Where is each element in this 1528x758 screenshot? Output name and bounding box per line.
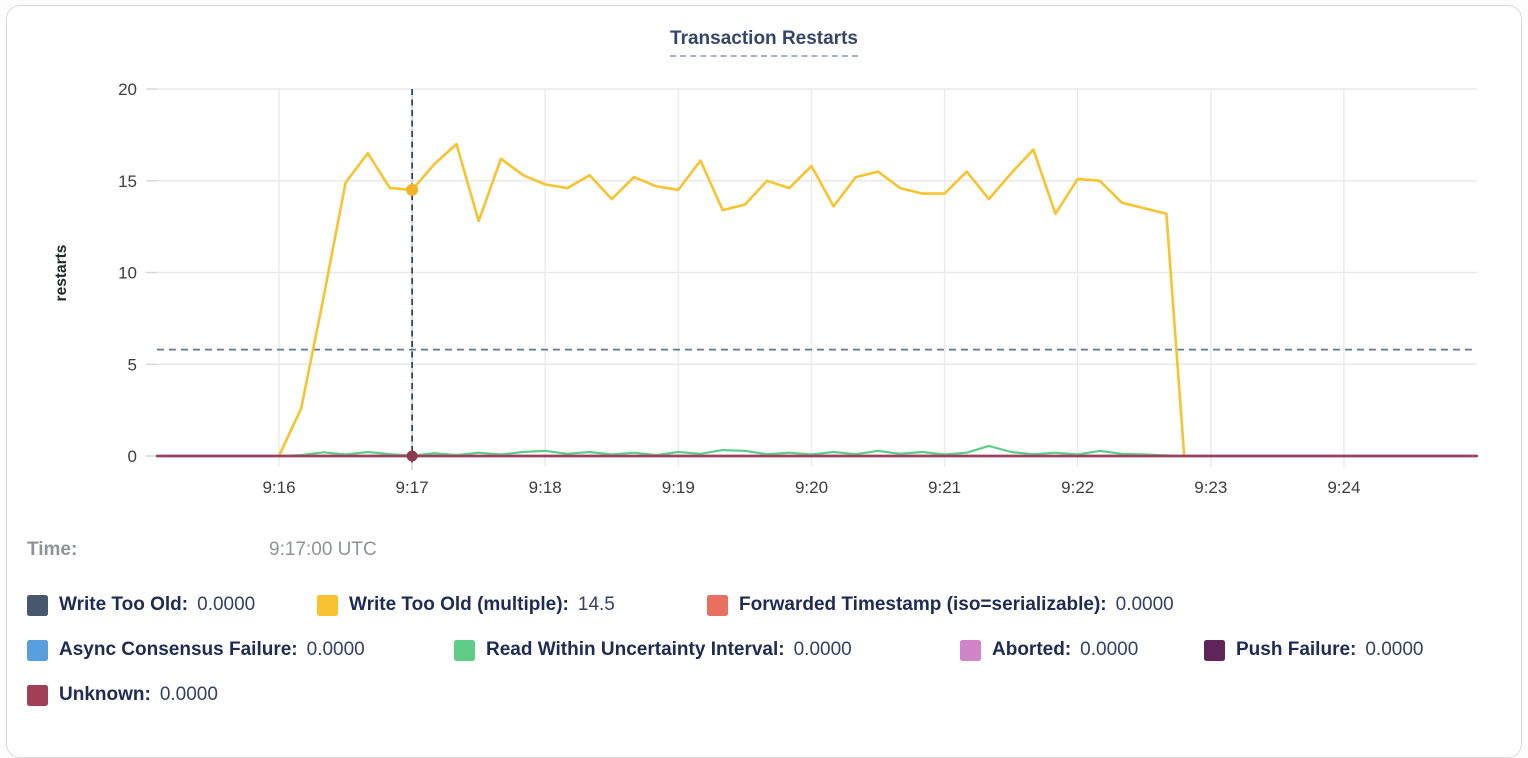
x-tick-label: 9:19 — [662, 478, 695, 497]
legend-label: Write Too Old: — [59, 594, 189, 615]
legend-item-forwarded-timestamp: Forwarded Timestamp (iso=serializable): … — [707, 594, 1174, 616]
legend-row-1: Write Too Old: 0.0000 Write Too Old (mul… — [27, 594, 1507, 616]
legend-item-read-within-uncertainty-interval: Read Within Uncertainty Interval: 0.0000 — [454, 639, 960, 661]
legend-label: Async Consensus Failure: — [59, 639, 298, 660]
hover-time-row: Time: 9:17:00 UTC — [27, 539, 1501, 561]
legend-label: Aborted: — [992, 639, 1072, 660]
y-tick-label: 15 — [118, 172, 137, 191]
legend-item-push-failure: Push Failure: 0.0000 — [1204, 639, 1423, 661]
hover-dot-unknown — [406, 450, 418, 462]
legend-label: Unknown: — [59, 684, 151, 705]
series-line-write-too-old-multiple — [277, 142, 1186, 458]
legend-row-2: Async Consensus Failure: 0.0000 Read Wit… — [27, 639, 1507, 661]
legend-item-async-consensus-failure: Async Consensus Failure: 0.0000 — [27, 639, 454, 661]
legend-value: 0.0000 — [1365, 639, 1424, 660]
x-tick-label: 9:20 — [795, 478, 828, 497]
y-tick-label: 20 — [118, 80, 137, 99]
legend-item-unknown: Unknown: 0.0000 — [27, 684, 218, 706]
series-line-read-within-uncertainty-interval — [155, 444, 1479, 458]
x-tick-label: 9:23 — [1194, 478, 1227, 497]
hover-time-value: 9:17:00 UTC — [269, 539, 377, 560]
legend-item-write-too-old-multiple: Write Too Old (multiple): 14.5 — [317, 594, 707, 616]
chart-title[interactable]: Transaction Restarts — [670, 28, 858, 57]
legend-label: Push Failure: — [1236, 639, 1357, 660]
legend-item-write-too-old: Write Too Old: 0.0000 — [27, 594, 317, 616]
x-tick-label: 9:24 — [1327, 478, 1360, 497]
x-tick-label: 9:17 — [396, 478, 429, 497]
legend-swatch-async-consensus-failure — [27, 639, 48, 661]
x-tick-label: 9:22 — [1061, 478, 1094, 497]
legend-value: 0.0000 — [197, 594, 256, 615]
legend-swatch-push-failure — [1204, 639, 1225, 661]
legend-swatch-write-too-old-multiple — [317, 594, 338, 616]
legend-swatch-unknown — [27, 684, 48, 706]
chart-title-wrap: Transaction Restarts — [7, 28, 1521, 57]
legend-value: 0.0000 — [306, 639, 365, 660]
legend-value: 0.0000 — [793, 639, 852, 660]
hover-time-label: Time: — [27, 539, 78, 560]
legend-swatch-read-within-uncertainty-interval — [454, 639, 475, 661]
legend-value: 0.0000 — [159, 684, 218, 705]
legend-row-3: Unknown: 0.0000 — [27, 684, 1507, 706]
legend-value: 0.0000 — [1115, 594, 1174, 615]
legend-swatch-aborted — [960, 639, 981, 661]
x-tick-label: 9:21 — [928, 478, 961, 497]
legend-item-aborted: Aborted: 0.0000 — [960, 639, 1204, 661]
chart-canvas[interactable]: 0 5 10 15 20 9:16 9:17 9:18 9:19 9:20 9:21 9:22 9:23… — [7, 6, 1522, 516]
legend-label: Write Too Old (multiple): — [349, 594, 569, 615]
legend-value: 0.0000 — [1080, 639, 1139, 660]
hover-dot-write-too-old-multiple — [406, 183, 419, 196]
legend-label: Forwarded Timestamp (iso=serializable): — [739, 594, 1107, 615]
x-tick-label: 9:18 — [529, 478, 562, 497]
y-tick-label: 5 — [128, 355, 137, 374]
legend-label: Read Within Uncertainty Interval: — [486, 639, 785, 660]
chart-card: Transaction Restarts restarts 0 5 10 15 20 9:… — [6, 5, 1522, 758]
y-axis-label: restarts — [53, 244, 70, 302]
legend-swatch-write-too-old — [27, 594, 48, 616]
y-tick-label: 10 — [118, 264, 137, 283]
y-tick-label: 0 — [128, 447, 137, 466]
legend-swatch-forwarded-timestamp — [707, 594, 728, 616]
x-tick-label: 9:16 — [262, 478, 295, 497]
legend-value: 14.5 — [577, 594, 615, 615]
